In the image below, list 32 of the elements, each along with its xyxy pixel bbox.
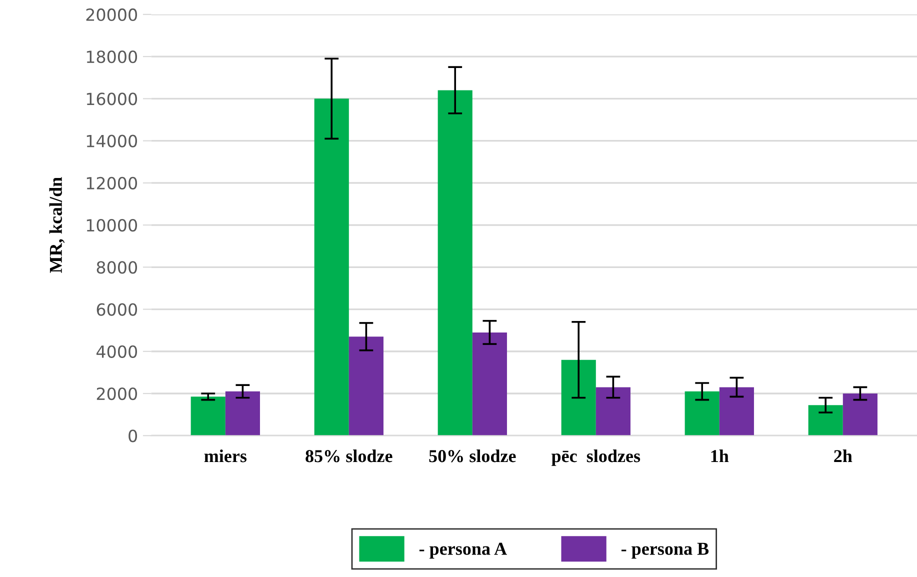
bar <box>596 387 630 436</box>
x-tick-label: 2h <box>834 450 852 462</box>
bar <box>842 394 878 436</box>
bar <box>472 332 507 436</box>
bar <box>225 391 260 436</box>
x-tick-label: pēc slodzes <box>551 450 640 466</box>
x-tick-label: miers <box>204 450 247 462</box>
y-tick-label: 18000 <box>86 50 137 64</box>
y-tick-label: 14000 <box>86 134 137 148</box>
bar <box>808 405 843 436</box>
y-tick-label: 4000 <box>96 345 138 358</box>
x-tick-label: 50% slodze <box>429 450 516 462</box>
legend-label: - persona A <box>419 542 507 559</box>
y-tick-label: 20000 <box>86 8 137 21</box>
bar <box>348 336 384 436</box>
y-tick-label: 6000 <box>96 303 138 316</box>
y-tick-label: 12000 <box>86 176 137 190</box>
bar <box>190 396 226 436</box>
x-tick-label: 85% slodze <box>306 450 392 462</box>
y-tick-label: 0 <box>128 430 138 442</box>
y-tick-label: 16000 <box>86 92 137 106</box>
y-axis-title: MR, kcal/dn <box>49 177 65 273</box>
y-tick-label: 8000 <box>96 261 138 274</box>
bar <box>438 90 472 436</box>
bar <box>684 391 720 436</box>
y-tick-label: 10000 <box>86 218 137 232</box>
bar <box>719 387 754 436</box>
bar <box>561 360 596 436</box>
legend-label: - persona B <box>621 542 709 559</box>
x-tick-label: 1h <box>711 450 729 462</box>
bar <box>314 98 349 436</box>
y-tick-label: 2000 <box>96 387 138 400</box>
